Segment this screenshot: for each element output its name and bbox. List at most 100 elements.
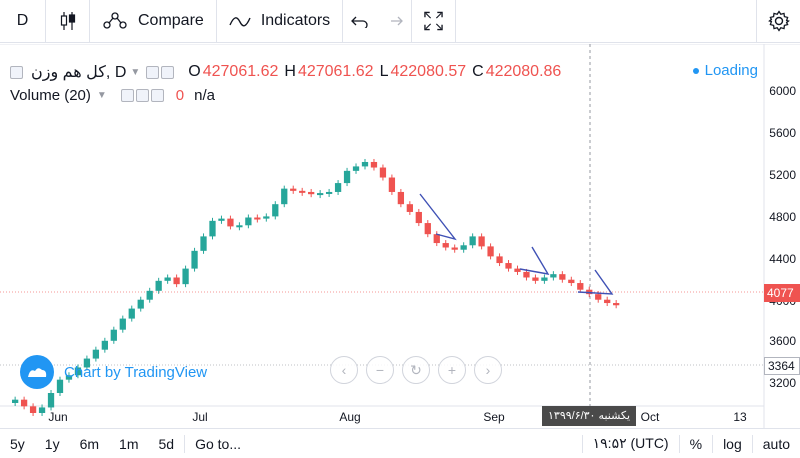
candle-body — [119, 318, 126, 330]
zoom-in-icon[interactable]: + — [438, 356, 466, 384]
candle-body — [218, 218, 225, 221]
volume-eye-icon[interactable] — [120, 89, 134, 102]
compare-icon — [103, 12, 127, 29]
series-controls — [146, 65, 175, 79]
price-tick: 3600 — [769, 334, 796, 348]
range-1y-button[interactable]: 1y — [44, 435, 60, 452]
candle-body — [460, 245, 467, 250]
redo-button[interactable] — [377, 0, 413, 43]
fullscreen-button[interactable] — [412, 0, 457, 43]
percent-scale-button[interactable]: % — [689, 435, 703, 452]
candle-body — [65, 375, 73, 380]
price-tick: 3200 — [769, 376, 796, 390]
candle-body — [532, 277, 539, 281]
goto-button[interactable]: Go to... — [195, 435, 241, 452]
reset-icon[interactable]: ↻ — [402, 356, 430, 384]
volume-settings-icon[interactable] — [135, 89, 149, 102]
price-tick: 5600 — [769, 126, 796, 140]
candle-body — [263, 216, 270, 219]
candle-body — [496, 256, 503, 264]
candle-body — [550, 274, 557, 278]
candle-body — [29, 406, 37, 413]
drawing-arrow — [419, 193, 457, 241]
volume-chevron-icon[interactable]: ▼ — [96, 90, 107, 101]
candle-body — [352, 166, 360, 171]
bottom-divider — [751, 434, 753, 453]
price-tick: 6000 — [769, 84, 796, 98]
settings-button[interactable] — [756, 0, 800, 43]
candle-body — [308, 191, 315, 195]
bottom-divider — [581, 434, 583, 453]
volume-close-icon[interactable] — [150, 89, 164, 102]
candle-body — [38, 407, 46, 413]
range-6m-button[interactable]: 6m — [79, 435, 100, 452]
time-tick: Aug — [339, 410, 361, 424]
volume-label[interactable]: Volume (20) — [10, 87, 91, 104]
indicators-button[interactable]: Indicators — [217, 0, 344, 43]
zoom-out-icon[interactable]: − — [366, 356, 394, 384]
volume-controls — [120, 89, 164, 102]
candle-body — [137, 299, 144, 309]
indicators-icon — [229, 17, 251, 27]
candle-body — [442, 243, 449, 248]
candle-body — [559, 274, 566, 280]
candle-body — [236, 225, 243, 228]
chart-pane[interactable]: کل هم وزن, D ▼ O 427061.62 H 427061.62 L… — [0, 44, 800, 428]
candle-body — [110, 329, 117, 341]
candle-body — [146, 290, 153, 300]
tradingview-logo-icon — [20, 355, 54, 389]
symbol-legend: کل هم وزن, D ▼ O 427061.62 H 427061.62 L… — [10, 62, 561, 82]
price-tick: 4400 — [769, 252, 796, 266]
candle-body — [361, 161, 369, 167]
scroll-right-icon[interactable]: › — [474, 356, 502, 384]
candle-body — [101, 340, 108, 350]
scroll-left-icon[interactable]: ‹ — [330, 356, 358, 384]
candle-body — [227, 218, 234, 227]
bottom-divider — [184, 434, 186, 453]
candle-body — [317, 193, 324, 196]
marker-price-tag: 3364 — [764, 357, 800, 375]
time-tick: Sep — [483, 410, 505, 424]
range-1m-button[interactable]: 1m — [119, 435, 139, 452]
time-tick: Jun — [48, 410, 68, 424]
volume-value: 0 — [175, 87, 185, 104]
symbol-name[interactable]: کل هم وزن, D — [31, 64, 127, 81]
candle-body — [254, 217, 261, 220]
top-toolbar: D Compare Indicators — [0, 0, 800, 43]
candle-body — [209, 220, 216, 237]
legend-icons — [10, 65, 23, 79]
candle-body — [200, 236, 207, 251]
auto-scale-button[interactable]: auto — [762, 435, 790, 452]
candle-body — [92, 349, 100, 359]
candle-body — [272, 204, 279, 217]
candle-body — [379, 167, 387, 178]
undo-button[interactable] — [343, 0, 377, 43]
volume-legend: Volume (20) ▼ 0 n/a — [10, 87, 215, 104]
range-5y-button[interactable]: 5y — [10, 435, 25, 452]
candle-body — [523, 271, 530, 278]
candle-body — [299, 190, 306, 193]
candle-body — [12, 399, 19, 403]
symbol-icon — [10, 65, 23, 79]
range-5d-button[interactable]: 5d — [158, 435, 175, 452]
compare-button[interactable]: Compare — [90, 0, 217, 43]
timezone-label[interactable]: ۱۹:۵۲ (UTC) — [592, 435, 669, 451]
settings-small-icon[interactable] — [161, 65, 175, 79]
candle-body — [47, 393, 55, 408]
close-key: C — [472, 63, 484, 80]
candle-body — [56, 379, 64, 394]
drawing-arrow — [577, 269, 614, 295]
eye-icon[interactable] — [146, 65, 160, 79]
candle-body — [245, 217, 252, 226]
candles-icon — [60, 12, 75, 30]
bottom-divider — [712, 434, 714, 453]
chart-style-button[interactable] — [46, 0, 90, 43]
chevron-down-icon[interactable]: ▼ — [130, 66, 141, 78]
bottom-right-group: ۱۹:۵۲ (UTC) % log auto — [581, 434, 800, 453]
candle-body — [370, 161, 378, 168]
low-key: L — [379, 63, 389, 80]
interval-button[interactable]: D — [0, 0, 46, 43]
tradingview-watermark[interactable]: Chart by TradingView — [20, 355, 207, 389]
candle-body — [290, 188, 297, 191]
log-scale-button[interactable]: log — [723, 435, 742, 452]
